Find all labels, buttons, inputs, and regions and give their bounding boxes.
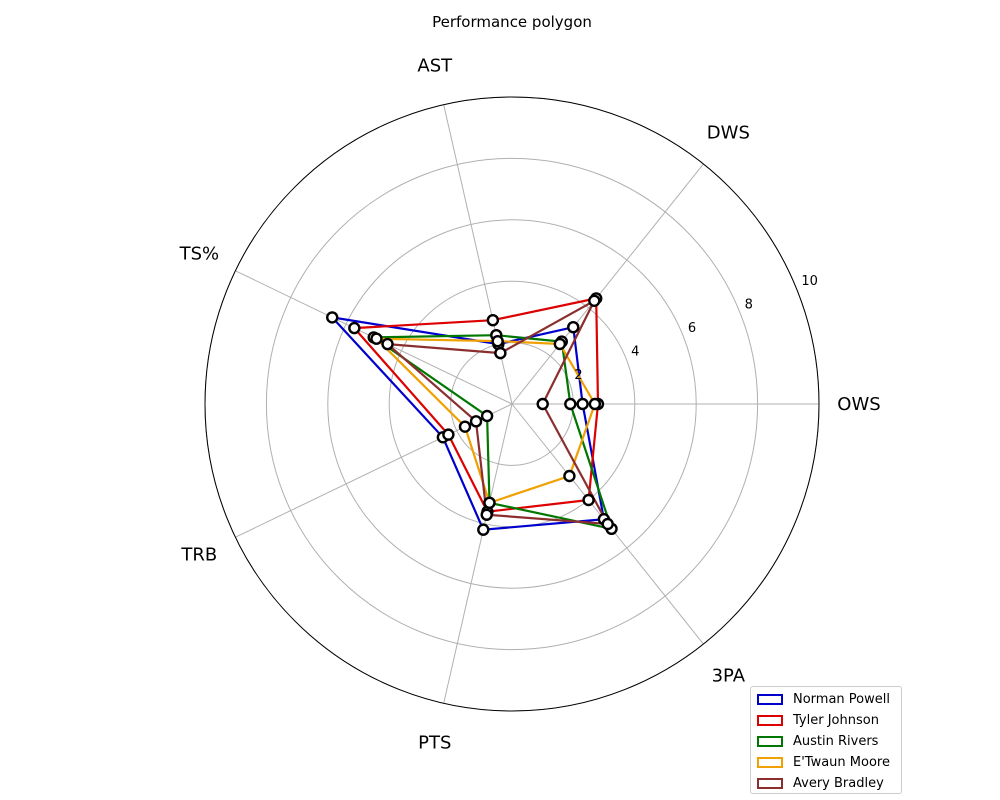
axis-spoke bbox=[443, 403, 513, 704]
legend-label: E'Twaun Moore bbox=[793, 755, 890, 770]
radial-tick-label: 6 bbox=[688, 321, 696, 336]
grid-layer bbox=[204, 96, 820, 712]
axis-label: TS% bbox=[179, 243, 220, 264]
legend-swatch bbox=[757, 694, 783, 705]
data-point-marker bbox=[480, 409, 494, 423]
series-polygon bbox=[370, 334, 614, 531]
axis-spoke bbox=[511, 163, 704, 405]
axis-label: DWS bbox=[707, 123, 750, 144]
radial-tick-label: 10 bbox=[801, 274, 818, 289]
legend-item: Norman Powell bbox=[757, 689, 895, 710]
data-point-marker bbox=[326, 311, 339, 324]
data-point-marker bbox=[563, 469, 576, 483]
legend-label: Austin Rivers bbox=[793, 734, 879, 749]
data-point-marker bbox=[576, 397, 589, 411]
radial-tick-label: 8 bbox=[745, 297, 753, 312]
data-point-marker bbox=[567, 320, 580, 334]
legend-swatch bbox=[757, 757, 783, 768]
data-point-marker bbox=[582, 493, 595, 507]
data-point-marker bbox=[370, 332, 383, 345]
data-point-marker bbox=[536, 397, 549, 411]
data-point-marker bbox=[588, 294, 601, 307]
legend-item: Tyler Johnson bbox=[757, 710, 895, 731]
legend-swatch bbox=[757, 736, 783, 747]
data-point-marker bbox=[483, 496, 496, 509]
legend-item: Austin Rivers bbox=[757, 731, 895, 752]
series-polygon bbox=[351, 297, 600, 513]
data-point-marker bbox=[348, 321, 361, 335]
data-point-marker bbox=[469, 415, 483, 428]
legend-swatch bbox=[757, 778, 783, 789]
series-polygon bbox=[384, 298, 610, 526]
data-point-marker bbox=[491, 334, 504, 348]
legend-item: Avery Bradley bbox=[757, 773, 895, 794]
series-layer bbox=[329, 297, 614, 531]
legend-label: Norman Powell bbox=[793, 692, 890, 707]
chart-title: Performance polygon bbox=[432, 13, 592, 31]
data-point-marker bbox=[381, 337, 394, 351]
radial-tick-label: 2 bbox=[574, 368, 582, 383]
radial-tick-label: 4 bbox=[631, 344, 639, 359]
data-point-marker bbox=[442, 428, 455, 441]
series-polygon bbox=[373, 337, 597, 505]
axis-label: OWS bbox=[837, 394, 880, 415]
legend-label: Tyler Johnson bbox=[793, 713, 879, 728]
data-point-marker bbox=[477, 523, 490, 536]
data-point-marker bbox=[553, 337, 567, 351]
data-point-marker bbox=[494, 346, 507, 360]
data-point-marker bbox=[564, 397, 577, 411]
legend-label: Avery Bradley bbox=[793, 776, 884, 791]
marker-layer bbox=[326, 292, 618, 536]
data-point-marker bbox=[601, 517, 614, 531]
axis-label: TRB bbox=[180, 545, 217, 566]
data-point-marker bbox=[458, 420, 472, 433]
data-point-marker bbox=[588, 397, 602, 411]
label-layer: 2 4 6 8 10 OWS DWS AST TS% TRB PTS 3PA bbox=[179, 56, 881, 754]
legend: Norman Powell Tyler Johnson Austin River… bbox=[750, 686, 902, 794]
legend-swatch bbox=[757, 715, 783, 726]
data-point-marker bbox=[486, 313, 500, 327]
legend-item: E'Twaun Moore bbox=[757, 752, 895, 773]
axis-label: AST bbox=[417, 56, 453, 77]
axis-label: 3PA bbox=[712, 665, 746, 686]
axis-label: PTS bbox=[418, 732, 451, 753]
polar-frame bbox=[204, 96, 820, 712]
data-point-marker bbox=[480, 508, 493, 521]
series-polygon bbox=[329, 315, 606, 531]
